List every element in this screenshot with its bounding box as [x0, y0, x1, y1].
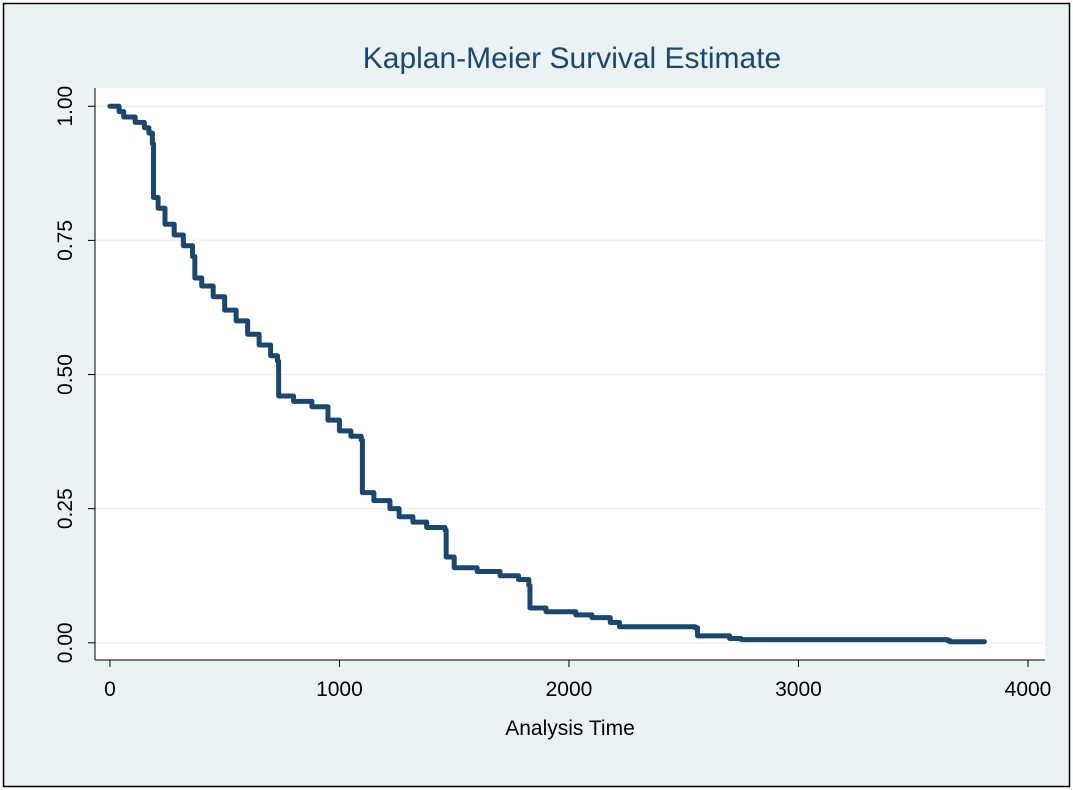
chart-title: Kaplan-Meier Survival Estimate — [363, 42, 782, 75]
y-tick-label: 0.50 — [54, 354, 77, 395]
y-tick-label: 0.75 — [54, 220, 77, 261]
y-tick-label: 0.00 — [54, 622, 77, 663]
x-tick-label: 0 — [104, 678, 116, 701]
y-tick-label: 0.25 — [54, 488, 77, 529]
x-tick-label: 2000 — [546, 678, 593, 701]
y-tick-label: 1.00 — [54, 86, 77, 127]
x-axis-title: Analysis Time — [505, 717, 635, 740]
x-tick-label: 4000 — [1005, 678, 1052, 701]
survival-line — [107, 103, 987, 645]
x-tick-label: 3000 — [775, 678, 822, 701]
x-tick-label: 1000 — [316, 678, 363, 701]
